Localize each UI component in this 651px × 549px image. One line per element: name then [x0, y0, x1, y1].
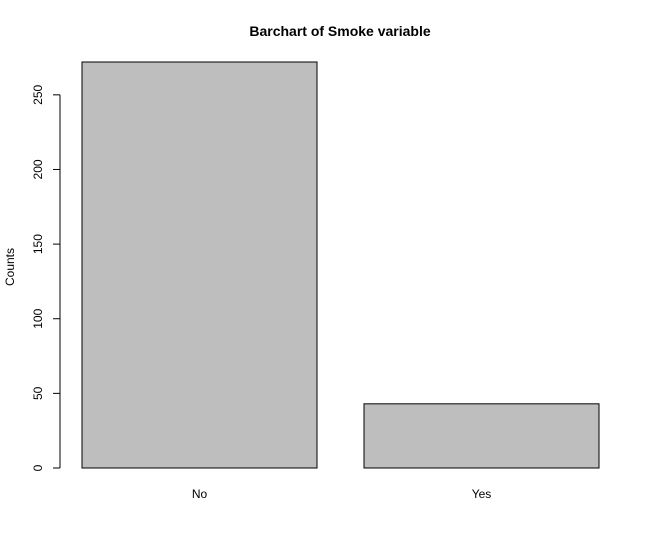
chart-title: Barchart of Smoke variable	[249, 23, 431, 39]
bars-layer	[81, 61, 600, 469]
bar-no	[81, 61, 318, 469]
y-tick-label: 200	[31, 159, 45, 179]
y-tick-label: 0	[31, 464, 45, 471]
x-tick-label-no: No	[192, 487, 208, 501]
x-axis-labels: No Yes	[192, 487, 491, 501]
y-tick-label: 50	[31, 386, 45, 400]
y-tick-label: 100	[31, 308, 45, 328]
y-axis-label: Counts	[3, 248, 17, 286]
y-tick-label: 150	[31, 234, 45, 254]
y-tick-label: 250	[31, 85, 45, 105]
x-tick-label-yes: Yes	[472, 487, 492, 501]
y-axis: 0 50 100 150 200 250	[31, 85, 61, 471]
bar-yes	[363, 403, 600, 469]
